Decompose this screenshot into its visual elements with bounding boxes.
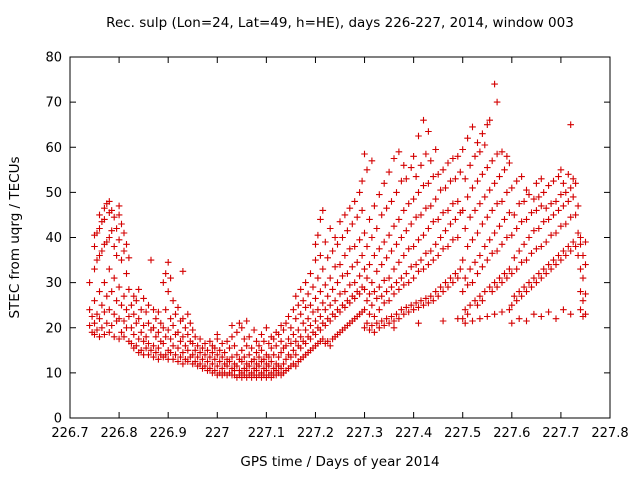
x-tick-label: 227.3 (346, 426, 383, 441)
y-tick-label: 40 (45, 231, 62, 246)
scatter-points (86, 80, 589, 381)
x-tick-label: 227.4 (395, 426, 432, 441)
y-tick-label: 0 (54, 412, 62, 427)
x-tick-label: 227.1 (248, 426, 285, 441)
x-tick-label: 227.6 (493, 426, 530, 441)
y-tick-label: 60 (45, 141, 62, 156)
axis-ticks (69, 56, 611, 419)
chart-title: Rec. sulp (Lon=24, Lat=49, h=HE), days 2… (106, 15, 574, 31)
x-tick-label: 226.8 (100, 426, 137, 441)
y-axis-label: STEC from uqrg / TECUs (7, 156, 23, 318)
y-tick-label: 30 (45, 276, 62, 291)
y-tick-label: 50 (45, 186, 62, 201)
x-tick-label: 227.8 (591, 426, 628, 441)
x-tick-label: 227.5 (444, 426, 481, 441)
x-axis-label: GPS time / Days of year 2014 (240, 454, 439, 470)
x-tick-label: 227.2 (297, 426, 334, 441)
y-tick-label: 20 (45, 321, 62, 336)
y-tick-label: 70 (45, 96, 62, 111)
y-tick-label: 10 (45, 366, 62, 381)
x-tick-label: 227.7 (542, 426, 579, 441)
x-tick-label: 226.9 (150, 426, 187, 441)
x-tick-label: 226.7 (51, 426, 88, 441)
tick-labels: 226.7 226.8 226.9 227 227.1 227.2 227.3 227.4 22… (45, 51, 628, 442)
x-tick-label: 227 (205, 426, 230, 441)
y-tick-label: 80 (45, 51, 62, 66)
